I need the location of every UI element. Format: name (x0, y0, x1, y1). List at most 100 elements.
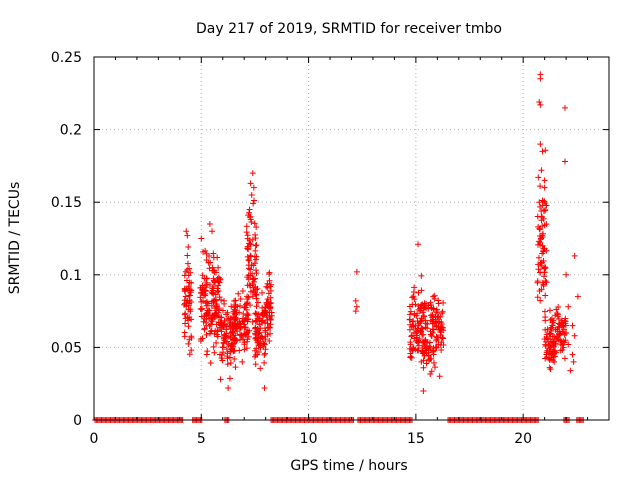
chart-title: Day 217 of 2019, SRMTID for receiver tmb… (196, 21, 502, 37)
data-point (251, 260, 258, 267)
data-point (267, 299, 274, 306)
data-point (197, 305, 204, 312)
data-point (562, 158, 569, 165)
data-point (440, 299, 447, 306)
data-point (408, 323, 415, 330)
data-point (541, 245, 548, 252)
data-point (554, 334, 561, 341)
data-point (251, 275, 258, 282)
data-point (264, 320, 271, 327)
plot-frame (93, 56, 610, 421)
data-point (232, 332, 239, 339)
data-point (252, 325, 259, 332)
data-point (352, 308, 359, 315)
data-point (198, 235, 205, 242)
data-point (221, 317, 228, 324)
x-tick-label: 20 (514, 431, 532, 447)
data-point (247, 213, 254, 220)
data-point (231, 356, 238, 363)
data-point (220, 321, 227, 328)
data-point (215, 264, 222, 271)
data-point (541, 273, 548, 280)
data-point (236, 309, 243, 316)
data-point (245, 316, 252, 323)
data-point (554, 313, 561, 320)
data-point (266, 269, 273, 276)
data-point (563, 271, 570, 278)
data-point (262, 304, 269, 311)
x-tick-label: 15 (407, 431, 425, 447)
data-point (201, 275, 208, 282)
data-point (261, 359, 268, 366)
data-point (206, 307, 213, 314)
data-point (187, 269, 194, 276)
data-point (187, 308, 194, 315)
data-point (262, 336, 269, 343)
data-point (419, 344, 426, 351)
data-point (541, 264, 548, 271)
data-point (543, 349, 550, 356)
data-point (246, 327, 253, 334)
data-point (407, 350, 414, 357)
data-point (183, 303, 190, 310)
data-point (211, 330, 218, 337)
data-point (226, 375, 233, 382)
data-point (185, 272, 192, 279)
data-point (186, 265, 193, 272)
data-point (266, 338, 273, 345)
data-point (547, 325, 554, 332)
data-point (224, 361, 231, 368)
data-point (253, 267, 260, 274)
data-point (227, 359, 234, 366)
data-point (541, 184, 548, 191)
data-point (542, 200, 549, 207)
data-point (248, 219, 255, 226)
data-point (217, 376, 224, 383)
data-point (253, 292, 260, 299)
data-point (435, 297, 442, 304)
data-point (534, 294, 541, 301)
data-point (214, 303, 221, 310)
data-point (539, 148, 546, 155)
data-point (420, 349, 427, 356)
data-point (537, 183, 544, 190)
data-point (433, 343, 440, 350)
data-point (540, 207, 547, 214)
data-point (242, 331, 249, 338)
data-point (252, 324, 259, 331)
data-point (418, 272, 425, 279)
data-point (413, 334, 420, 341)
data-point (253, 256, 260, 263)
data-point (418, 315, 425, 322)
data-point (421, 300, 428, 307)
data-point (571, 252, 578, 259)
data-point (555, 316, 562, 323)
data-point (188, 287, 195, 294)
data-point (229, 329, 236, 336)
data-point (554, 310, 561, 317)
data-point (558, 338, 565, 345)
data-point (211, 279, 218, 286)
data-point (569, 351, 576, 358)
grid (94, 57, 609, 420)
data-point (430, 326, 437, 333)
data-point (197, 294, 204, 301)
data-point (255, 348, 262, 355)
y-tick-label: 0.1 (60, 268, 82, 284)
data-point (219, 307, 226, 314)
data-point (541, 269, 548, 276)
data-point (417, 304, 424, 311)
data-point (430, 359, 437, 366)
data-point (547, 366, 554, 373)
data-point (184, 252, 191, 259)
data-point (228, 316, 235, 323)
data-point (244, 243, 251, 250)
data-point (537, 75, 544, 82)
data-point (247, 180, 254, 187)
data-point (261, 341, 268, 348)
data-point (432, 344, 439, 351)
data-point (552, 341, 559, 348)
data-point (548, 315, 555, 322)
data-point (423, 300, 430, 307)
data-point (266, 277, 273, 284)
